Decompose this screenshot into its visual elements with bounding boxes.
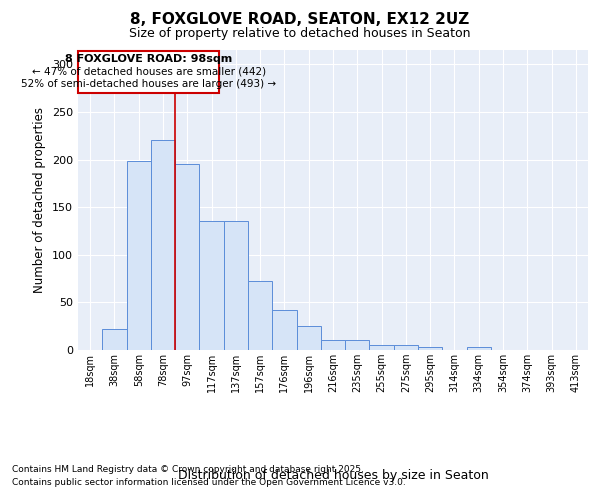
Bar — [467, 347, 491, 350]
X-axis label: Distribution of detached houses by size in Seaton: Distribution of detached houses by size … — [178, 468, 488, 481]
Bar — [296, 326, 321, 350]
Bar — [345, 340, 370, 350]
Text: Contains HM Land Registry data © Crown copyright and database right 2025.: Contains HM Land Registry data © Crown c… — [12, 466, 364, 474]
Bar — [418, 347, 442, 350]
Text: Size of property relative to detached houses in Seaton: Size of property relative to detached ho… — [129, 28, 471, 40]
Bar — [151, 140, 175, 350]
Bar — [127, 162, 151, 350]
Bar — [248, 282, 272, 350]
Text: 52% of semi-detached houses are larger (493) →: 52% of semi-detached houses are larger (… — [21, 79, 276, 89]
Bar — [272, 310, 296, 350]
Text: 8 FOXGLOVE ROAD: 98sqm: 8 FOXGLOVE ROAD: 98sqm — [65, 54, 232, 64]
Bar — [224, 222, 248, 350]
FancyBboxPatch shape — [79, 51, 219, 93]
Bar — [175, 164, 199, 350]
Bar — [199, 222, 224, 350]
Text: ← 47% of detached houses are smaller (442): ← 47% of detached houses are smaller (44… — [32, 66, 266, 76]
Bar — [102, 329, 127, 350]
Bar — [370, 345, 394, 350]
Bar — [321, 340, 345, 350]
Bar — [394, 345, 418, 350]
Y-axis label: Number of detached properties: Number of detached properties — [34, 107, 46, 293]
Text: 8, FOXGLOVE ROAD, SEATON, EX12 2UZ: 8, FOXGLOVE ROAD, SEATON, EX12 2UZ — [130, 12, 470, 28]
Text: Contains public sector information licensed under the Open Government Licence v3: Contains public sector information licen… — [12, 478, 406, 487]
